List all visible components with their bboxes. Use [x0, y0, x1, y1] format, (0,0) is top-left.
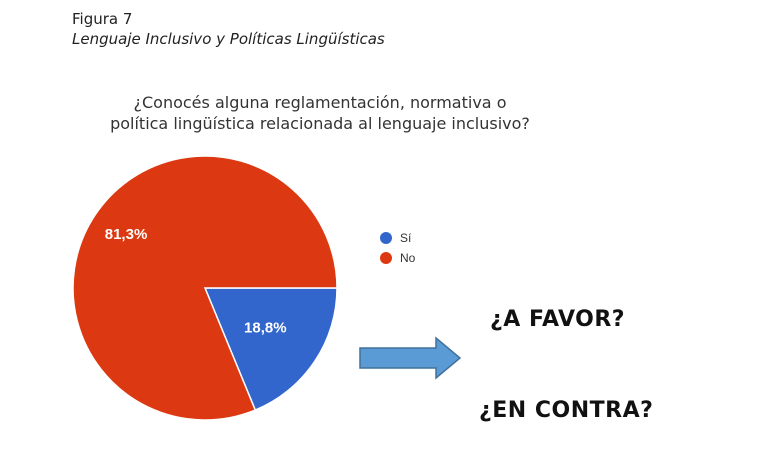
legend-label-si: Sí — [400, 231, 412, 245]
pie-slice-si — [203, 287, 338, 412]
chart-title-line-1: ¿Conocés alguna reglamentación, normativ… — [133, 93, 507, 112]
figure-title: Lenguaje Inclusivo y Políticas Lingüísti… — [72, 30, 385, 48]
legend-label-no: No — [400, 251, 416, 265]
data-label-si: 18,8% — [244, 319, 287, 336]
right-arrow-icon — [359, 336, 462, 380]
chart-title: ¿Conocés alguna reglamentación, normativ… — [90, 92, 550, 134]
legend-swatch-no — [380, 252, 392, 264]
data-label-no: 81,3% — [105, 226, 148, 243]
contra-question: ¿EN CONTRA? — [479, 398, 654, 423]
figure-label: Figura 7 — [72, 10, 133, 28]
legend-swatch-si — [380, 232, 392, 244]
chart-title-line-2: política lingüística relacionada al leng… — [110, 114, 530, 133]
pie-slice-no — [72, 155, 338, 421]
favor-question: ¿A FAVOR? — [490, 307, 626, 332]
legend-item-si: Sí — [380, 228, 415, 248]
chart-legend: Sí No — [380, 228, 415, 268]
legend-item-no: No — [380, 248, 415, 268]
